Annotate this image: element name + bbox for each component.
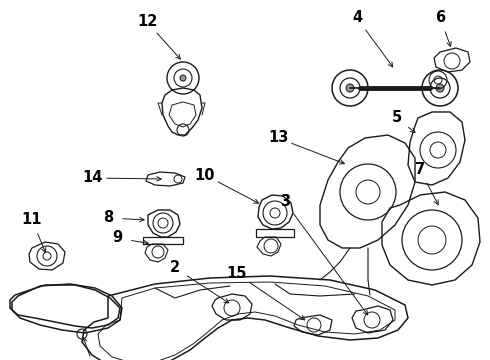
Text: 4: 4	[352, 10, 362, 26]
Circle shape	[180, 75, 186, 81]
Text: 9: 9	[112, 230, 122, 246]
Text: 6: 6	[435, 10, 445, 26]
Text: 7: 7	[415, 162, 425, 177]
Text: 3: 3	[280, 194, 290, 210]
Text: 10: 10	[195, 167, 215, 183]
Text: 13: 13	[268, 130, 288, 145]
Text: 2: 2	[170, 261, 180, 275]
Text: 12: 12	[137, 14, 157, 30]
Text: 8: 8	[103, 211, 113, 225]
Text: 11: 11	[22, 212, 42, 228]
Circle shape	[436, 84, 444, 92]
Circle shape	[346, 84, 354, 92]
Text: 14: 14	[82, 171, 102, 185]
Text: 15: 15	[227, 266, 247, 282]
Text: 5: 5	[392, 111, 402, 126]
